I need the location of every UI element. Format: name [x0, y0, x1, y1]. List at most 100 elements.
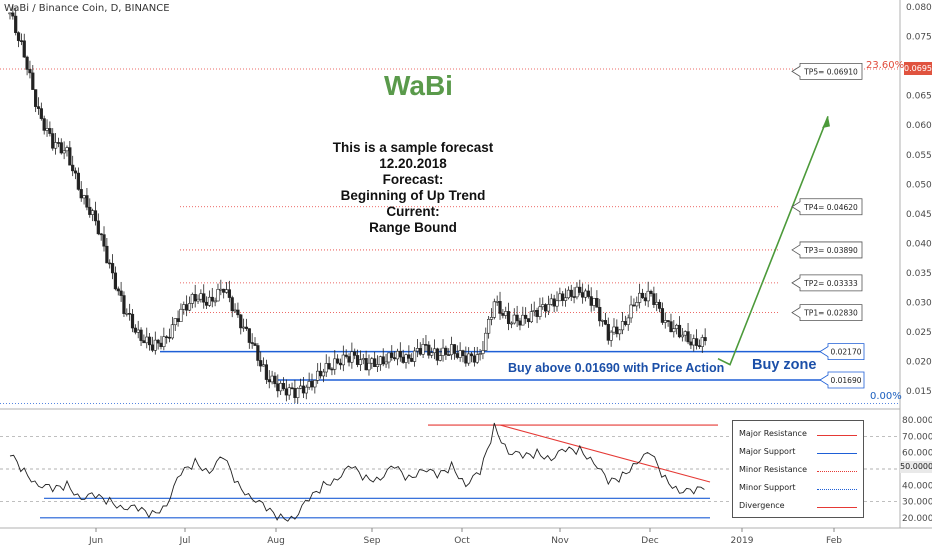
candle-body [575, 286, 579, 298]
candle-body [609, 331, 613, 341]
candle-body [256, 345, 260, 361]
candle-body [598, 306, 602, 322]
target-arrow [717, 116, 829, 366]
brand-title: WaBi [384, 70, 453, 101]
candle-body [586, 290, 590, 297]
candle-body [635, 302, 639, 307]
candle-body [652, 293, 656, 305]
x-tick-label: Jun [88, 536, 103, 546]
candle-body [395, 350, 400, 360]
rsi-tick-label: 80.0000 [902, 416, 932, 426]
candle-body [68, 147, 72, 166]
y-tick-label: 0.04000 [906, 239, 932, 249]
candle-body [148, 336, 152, 346]
forecast-line: 12.20.2018 [379, 156, 447, 171]
candle-body [216, 289, 220, 302]
candle-body [566, 289, 570, 299]
candle-body [276, 383, 280, 392]
candle-body [45, 128, 49, 131]
candle-body [521, 314, 525, 326]
candle-body [398, 350, 402, 358]
candle-body [615, 326, 619, 335]
candle-body [623, 321, 627, 325]
candle-body [102, 234, 106, 247]
candles-layer [8, 4, 707, 404]
candle-body [301, 385, 306, 394]
x-tick-label: Feb [826, 536, 842, 546]
candle-body [336, 358, 340, 364]
candle-body [438, 355, 442, 361]
candle-body [202, 293, 206, 303]
candle-body [509, 322, 514, 325]
candle-body [421, 344, 425, 355]
callout-label: 0.01690 [830, 376, 861, 385]
candle-body [82, 195, 86, 199]
candle-body [196, 298, 200, 302]
y-tick-label: 0.02000 [906, 358, 932, 368]
candle-body [532, 310, 536, 312]
callout-box [819, 371, 865, 389]
candle-body [253, 343, 257, 346]
candle-body [506, 311, 511, 324]
candle-body [270, 375, 274, 383]
axes-layer: 0.080000.075000.070000.065000.060000.055… [88, 3, 932, 546]
candle-body [193, 294, 197, 302]
x-tick-label: Oct [454, 536, 470, 546]
candle-body [703, 337, 707, 342]
candle-body [526, 318, 531, 323]
candle-body [689, 341, 693, 346]
candle-body [187, 303, 192, 311]
callout-label: TP4= 0.04620 [803, 203, 858, 212]
candle-body [660, 308, 665, 323]
candle-body [316, 370, 320, 381]
candle-body [606, 324, 610, 341]
candle-body [387, 352, 391, 363]
candle-body [16, 32, 21, 41]
candle-body [504, 311, 508, 316]
candle-body [110, 263, 115, 274]
callout-box [791, 241, 863, 259]
candle-body [595, 298, 599, 308]
candle-body [692, 338, 696, 346]
candle-body [179, 308, 183, 322]
candle-body [133, 327, 137, 333]
candle-body [449, 344, 454, 356]
candle-body [524, 314, 528, 319]
candle-body [330, 368, 334, 371]
candle-body [495, 301, 499, 303]
rsi-tick-label: 60.0000 [902, 449, 932, 459]
candle-body [546, 304, 551, 312]
candle-body [583, 290, 588, 298]
candle-body [53, 142, 58, 149]
buy-above-note: Buy above 0.01690 with Price Action [508, 361, 725, 375]
candle-body [185, 304, 189, 311]
x-tick-label: Sep [364, 536, 381, 546]
candle-body [435, 348, 439, 361]
legend-swatch [817, 489, 857, 490]
candle-body [39, 108, 43, 119]
chart-header: WaBi / Binance Coin, D, BINANCE [4, 3, 170, 14]
candle-body [390, 352, 394, 358]
candle-body [469, 353, 474, 357]
candle-body [464, 355, 468, 364]
candle-body [572, 296, 576, 298]
fib-0-label: 0.00% [870, 391, 902, 402]
candle-body [472, 355, 476, 363]
candle-body [36, 106, 41, 109]
candle-body [341, 354, 345, 366]
candle-body [250, 342, 254, 344]
candle-body [646, 290, 650, 302]
candle-body [492, 301, 496, 318]
candle-body [452, 344, 457, 354]
candle-body [498, 301, 502, 314]
candle-body [361, 358, 365, 361]
candle-body [190, 294, 194, 304]
candle-body [290, 387, 294, 390]
rsi-tick-label: 40.0000 [902, 481, 932, 491]
candle-body [367, 362, 371, 371]
candle-body [655, 301, 659, 305]
y-tick-label: 0.06000 [906, 121, 932, 131]
candle-body [296, 388, 300, 398]
candle-body [481, 350, 485, 354]
candle-body [150, 344, 155, 351]
